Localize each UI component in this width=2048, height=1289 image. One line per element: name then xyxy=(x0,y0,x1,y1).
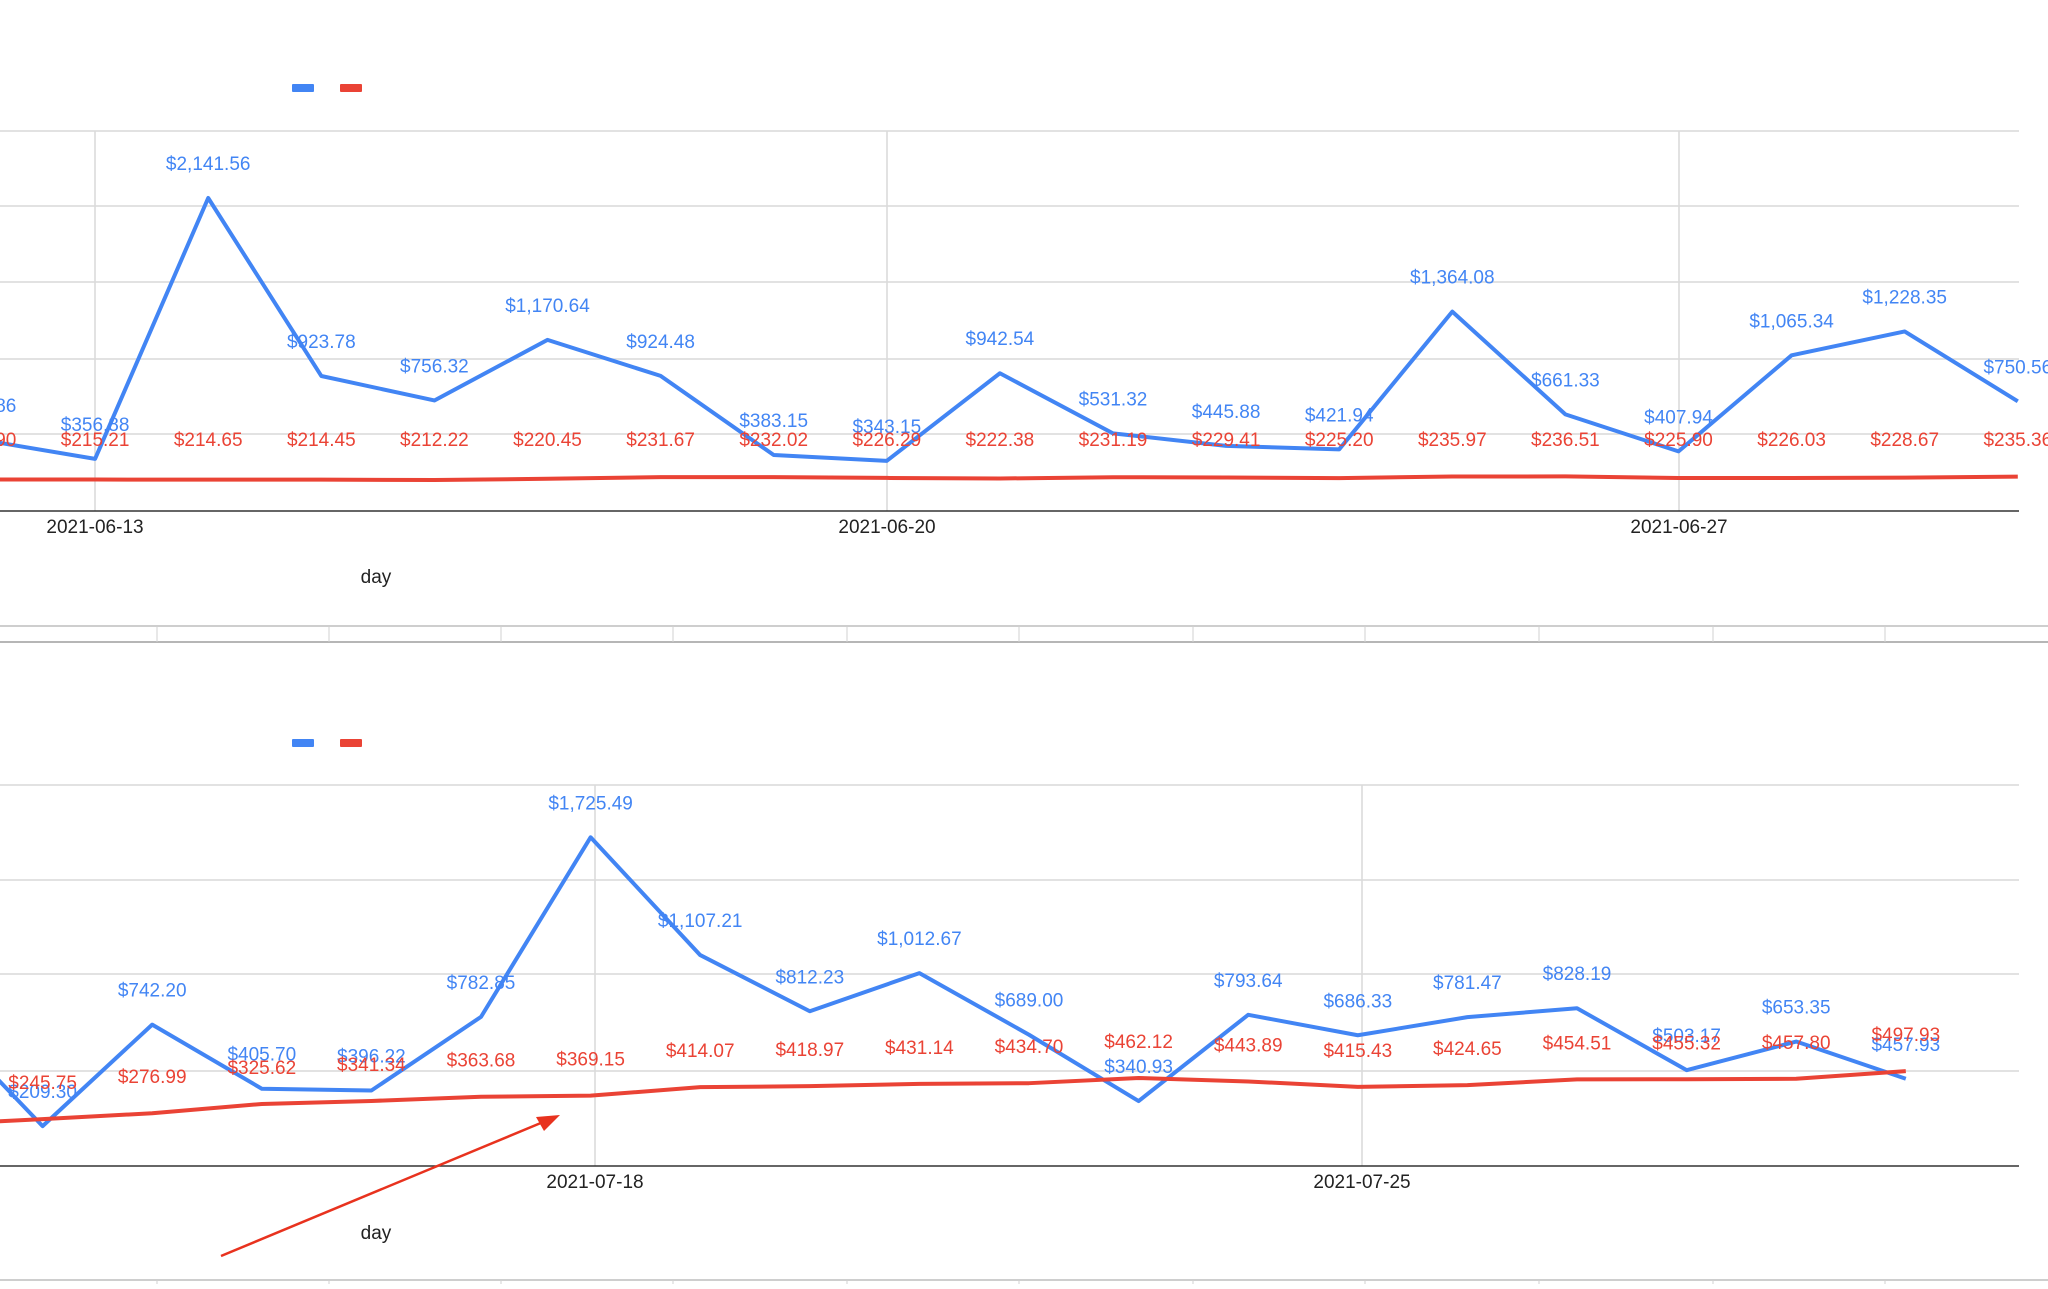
data-label: $418.97 xyxy=(775,1040,844,1061)
data-label: $689.00 xyxy=(995,991,1064,1012)
data-label: $1,012.67 xyxy=(877,929,962,950)
data-label: $214.45 xyxy=(287,430,356,451)
data-label: $225.20 xyxy=(1305,430,1374,451)
data-label: $276.99 xyxy=(118,1067,187,1088)
data-label: $756.32 xyxy=(400,356,469,377)
data-label: $235.97 xyxy=(1418,430,1487,451)
data-label: $454.51 xyxy=(1543,1033,1612,1054)
data-label: $828.19 xyxy=(1543,964,1612,985)
data-label: $340.93 xyxy=(1104,1057,1173,1078)
data-label: $531.32 xyxy=(1079,389,1148,410)
legend-swatch-2 xyxy=(340,84,362,92)
data-label: $781.47 xyxy=(1433,973,1502,994)
data-label: $396.22 xyxy=(337,1047,406,1068)
data-label: $1,228.35 xyxy=(1862,287,1947,308)
data-label: $497.93 xyxy=(1871,1025,1940,1046)
data-label: $232.02 xyxy=(739,430,808,451)
series-line-1 xyxy=(0,196,2019,463)
data-label: $443.89 xyxy=(1214,1035,1283,1056)
annotation-arrow xyxy=(220,1115,560,1258)
data-label: $341.34 xyxy=(337,1055,406,1076)
data-label: $782.85 xyxy=(447,973,516,994)
data-label: $363.68 xyxy=(447,1051,516,1072)
data-label: $407.94 xyxy=(1644,407,1713,428)
x-tick-label: 2021-06-20 xyxy=(838,517,935,538)
data-label: $209.30 xyxy=(8,1082,77,1103)
data-label: $793.64 xyxy=(1214,971,1283,992)
x-axis-title: day xyxy=(361,1223,392,1244)
data-label: $415.43 xyxy=(1323,1041,1392,1062)
data-label: $383.15 xyxy=(739,411,808,432)
data-label: $236.51 xyxy=(1531,430,1600,451)
data-label: $369.15 xyxy=(556,1050,625,1071)
legend-swatch-1 xyxy=(292,739,314,747)
data-label: $215.90 xyxy=(0,430,16,451)
data-label: $1,107.21 xyxy=(658,911,743,932)
data-label: $231.67 xyxy=(626,430,695,451)
data-label: $812.23 xyxy=(775,967,844,988)
x-tick-label: 2021-07-18 xyxy=(546,1172,643,1193)
data-label: $431.14 xyxy=(885,1038,954,1059)
data-label: $661.33 xyxy=(1531,370,1600,391)
data-label: $214.65 xyxy=(174,430,243,451)
legend-swatch-2 xyxy=(340,739,362,747)
data-label: $356.88 xyxy=(61,415,130,436)
series-line-2 xyxy=(0,1069,1906,1124)
data-label: $434.70 xyxy=(995,1037,1064,1058)
data-label: $405.70 xyxy=(227,1045,296,1066)
data-label: $1,725.49 xyxy=(548,793,633,814)
chart-panel-2: 2021-07-182021-07-25day$810.65$209.30$74… xyxy=(0,739,2048,1289)
data-label: $421.94 xyxy=(1305,405,1374,426)
data-label: $226.03 xyxy=(1757,430,1826,451)
x-tick-label: 2021-06-13 xyxy=(46,517,143,538)
arrow-shaft xyxy=(220,1118,549,1258)
data-label: $457.93 xyxy=(1871,1035,1940,1056)
data-label: $245.75 xyxy=(8,1073,77,1094)
legend-swatch-1 xyxy=(292,84,314,92)
data-label: $414.07 xyxy=(666,1041,735,1062)
data-label: $445.88 xyxy=(1192,402,1261,423)
data-label: $924.48 xyxy=(626,332,695,353)
data-label: $462.12 xyxy=(1104,1032,1173,1053)
data-label: $325.62 xyxy=(227,1058,296,1079)
x-tick-label: 2021-07-25 xyxy=(1313,1172,1410,1193)
data-label: $226.29 xyxy=(852,430,921,451)
data-label: $220.45 xyxy=(513,430,582,451)
data-label: $1,065.34 xyxy=(1749,311,1834,332)
data-label: $222.38 xyxy=(966,430,1035,451)
data-label: $923.78 xyxy=(287,332,356,353)
chart-panel-1: 2021-06-13 2021-06-20 2021-06-27 day $486.86… xyxy=(0,84,2048,643)
data-label: $1,170.64 xyxy=(505,296,590,317)
x-axis-title: day xyxy=(361,567,392,588)
data-label: $750.56 xyxy=(1983,357,2048,378)
data-label: $424.65 xyxy=(1433,1039,1502,1060)
series-line-1 xyxy=(0,835,1907,1129)
data-label: $455.32 xyxy=(1652,1033,1721,1054)
x-tick-label: 2021-06-27 xyxy=(1630,517,1727,538)
data-label: $2,141.56 xyxy=(166,154,251,175)
data-label: $653.35 xyxy=(1762,998,1831,1019)
data-label: $215.21 xyxy=(61,430,130,451)
data-label: $212.22 xyxy=(400,430,469,451)
data-label: $486.86 xyxy=(0,396,16,417)
data-label: $235.36 xyxy=(1983,430,2048,451)
data-label: $503.17 xyxy=(1652,1026,1721,1047)
data-label: $343.15 xyxy=(852,417,921,438)
data-label: $231.19 xyxy=(1079,430,1148,451)
data-label: $225.90 xyxy=(1644,430,1713,451)
data-label: $229.41 xyxy=(1192,430,1261,451)
data-label: $686.33 xyxy=(1323,991,1392,1012)
data-label: $228.67 xyxy=(1870,430,1939,451)
data-label: $942.54 xyxy=(966,329,1035,350)
arrow-head xyxy=(536,1115,560,1131)
data-label: $1,364.08 xyxy=(1410,268,1495,289)
series-line-2 xyxy=(0,474,2018,482)
data-label: $457.80 xyxy=(1762,1033,1831,1054)
data-label: $742.20 xyxy=(118,981,187,1002)
